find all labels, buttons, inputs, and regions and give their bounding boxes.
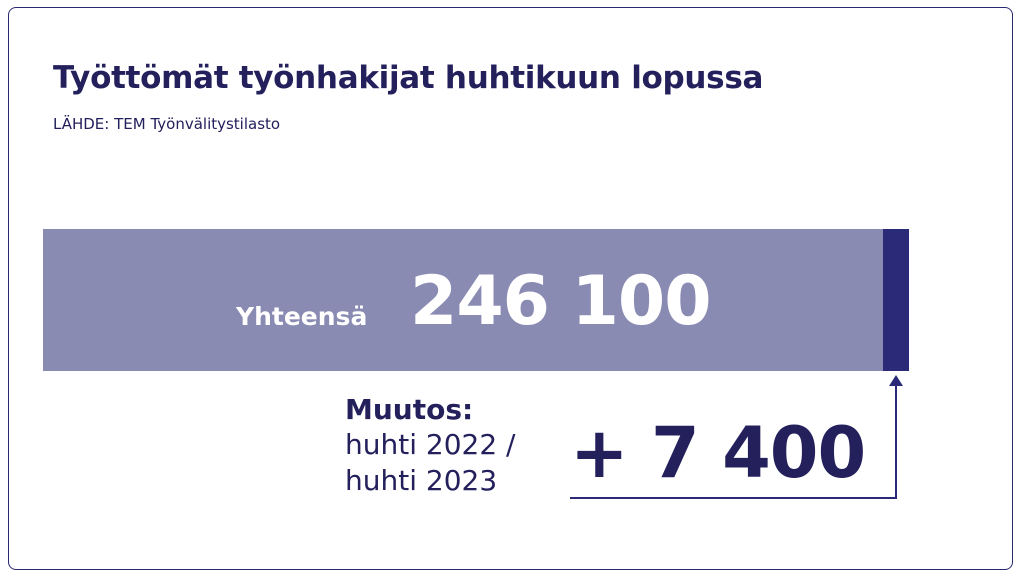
total-bar: [43, 229, 883, 371]
total-value: 246 100: [410, 262, 712, 341]
card-frame: [8, 7, 1013, 570]
change-period-line2: huhti 2023: [345, 464, 498, 497]
change-arrow-line: [570, 384, 897, 499]
change-bar-segment: [883, 229, 909, 371]
change-title: Muutos:: [345, 393, 474, 426]
chart-title: Työttömät työnhakijat huhtikuun lopussa: [53, 60, 764, 96]
source-note: LÄHDE: TEM Työnvälitystilasto: [53, 115, 281, 133]
change-value: + 7 400: [570, 412, 866, 494]
arrow-up-icon: [889, 375, 903, 386]
total-label: Yhteensä: [236, 302, 368, 331]
change-period-line1: huhti 2022 /: [345, 428, 516, 461]
